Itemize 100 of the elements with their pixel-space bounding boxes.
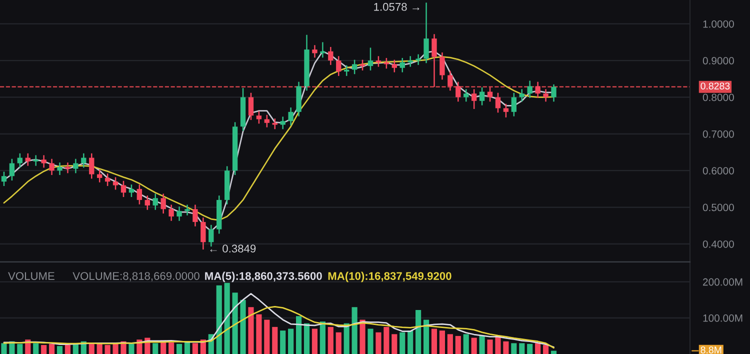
- bar: [344, 323, 350, 354]
- candlestick: [511, 92, 517, 117]
- candlestick: [360, 59, 366, 72]
- bar: [17, 344, 23, 354]
- bar: [216, 285, 222, 354]
- candlestick: [336, 56, 342, 77]
- ref-line-label: 0.8283: [700, 82, 730, 90]
- bar: [336, 332, 342, 354]
- bar: [479, 336, 485, 354]
- candlestick: [73, 158, 78, 174]
- bar: [152, 343, 158, 354]
- candlestick: [376, 56, 382, 68]
- series-label: MA(5):18,860,373.5600: [205, 272, 322, 282]
- y-tick-label: 0.4000: [702, 240, 734, 248]
- candlestick: [551, 84, 556, 102]
- y-tick-label: 200.00M: [703, 278, 742, 286]
- bar: [192, 343, 198, 354]
- candlestick: [160, 193, 166, 214]
- candlestick: [33, 154, 38, 166]
- y-tick-label: 1.0000: [703, 20, 734, 28]
- candlestick: [208, 224, 214, 248]
- candlestick: [168, 204, 174, 222]
- candlestick: [344, 64, 350, 77]
- candlestick: [392, 59, 397, 73]
- candlestick: [1, 171, 7, 187]
- candlestick: [479, 86, 485, 106]
- candlestick: [264, 114, 270, 128]
- bar: [328, 326, 334, 354]
- candlestick: [448, 70, 453, 92]
- candlestick: [288, 106, 294, 126]
- bar: [49, 344, 55, 354]
- candlestick: [128, 184, 134, 198]
- bar: [320, 322, 326, 354]
- bar: [256, 314, 262, 354]
- bar: [96, 344, 102, 354]
- candlestick: [97, 169, 102, 183]
- bar: [416, 310, 422, 354]
- candlestick: [120, 180, 126, 198]
- bar: [56, 346, 63, 354]
- candlestick: [456, 81, 461, 102]
- annotation: 1.0578 →: [374, 2, 420, 11]
- bar: [495, 336, 501, 354]
- text: VOLUME: [8, 272, 54, 280]
- y-tick-label: 0.8000: [702, 94, 734, 102]
- candlestick: [328, 46, 334, 66]
- candlestick: [112, 176, 118, 190]
- y-tick-label: 0.9000: [702, 57, 734, 64]
- bar: [352, 307, 358, 354]
- bar: [128, 344, 134, 354]
- bar: [240, 300, 246, 354]
- candlestick: [41, 154, 46, 168]
- candlestick: [192, 204, 198, 227]
- bar: [431, 328, 438, 354]
- candlestick: [495, 92, 501, 114]
- candlestick: [89, 152, 94, 180]
- bar: [176, 344, 182, 354]
- bar: [471, 338, 477, 354]
- candlestick: [368, 47, 374, 72]
- bar: [392, 334, 398, 354]
- candlestick: [503, 103, 509, 118]
- candlestick: [543, 88, 548, 102]
- candlestick: [9, 158, 15, 182]
- candlestick: [81, 152, 86, 168]
- y-tick-label: 0.6000: [702, 167, 734, 174]
- bar: [463, 334, 469, 354]
- bar: [33, 343, 39, 354]
- bar: [280, 330, 286, 354]
- candlestick: [424, 2, 429, 64]
- y-tick-label: 100.00M: [703, 314, 742, 322]
- candlestick: [136, 184, 142, 205]
- candlestick: [535, 81, 540, 99]
- candlestick: [176, 206, 182, 222]
- candlestick: [440, 52, 445, 80]
- bar: [224, 282, 230, 354]
- candlestick: [104, 172, 110, 187]
- candlestick: [464, 88, 469, 102]
- candlestick: [256, 110, 262, 124]
- bar: [439, 330, 445, 354]
- bar: [376, 332, 382, 354]
- bar: [384, 326, 390, 354]
- candlestick: [519, 88, 524, 102]
- candlestick: [408, 56, 413, 68]
- candlestick: [527, 80, 532, 99]
- candlestick: [57, 162, 62, 176]
- candlestick: [400, 57, 405, 73]
- bar: [64, 344, 71, 354]
- bar: [288, 328, 294, 354]
- bar: [542, 344, 549, 354]
- bar: [368, 328, 374, 354]
- candlestick: [65, 162, 70, 174]
- bar: [272, 326, 278, 354]
- candlestick: [312, 44, 318, 58]
- bar: [527, 344, 533, 354]
- bar: [550, 350, 557, 354]
- bar: [112, 343, 118, 354]
- candlestick: [25, 152, 30, 166]
- candlestick: [184, 204, 190, 216]
- annotation: ← 0.3849: [210, 244, 256, 253]
- bar: [1, 343, 7, 354]
- bar: [168, 342, 174, 354]
